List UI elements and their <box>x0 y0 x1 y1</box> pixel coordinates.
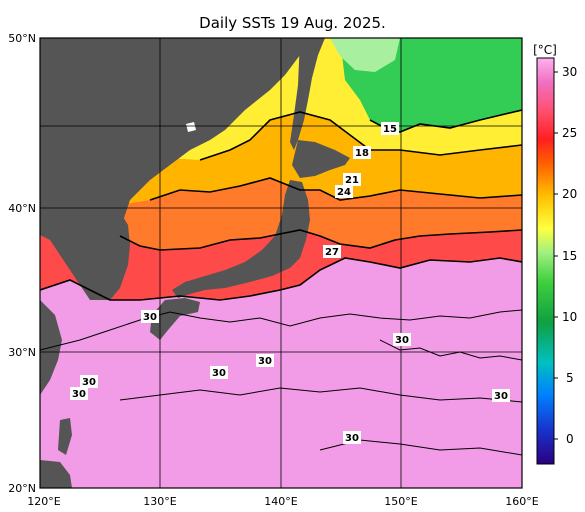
svg-text:30: 30 <box>82 377 96 388</box>
contour-27 <box>40 257 522 301</box>
lon-label-140: 140°E <box>264 495 297 508</box>
lat-label-50: 50°N <box>8 32 36 45</box>
graticule <box>40 38 522 488</box>
lat-label-30: 30°N <box>8 346 36 359</box>
colorbar-tick-25: 25 <box>562 126 577 140</box>
colorbar-tick-20: 20 <box>562 187 577 201</box>
map-frame <box>39 37 523 489</box>
contour-label-15: 15 <box>381 122 399 135</box>
contour-value-labels: 15 18 21 24 27 30 30 30 30 30 30 30 30 <box>70 122 510 444</box>
svg-text:30: 30 <box>258 356 272 367</box>
lon-label-120: 120°E <box>27 495 60 508</box>
lon-label-160: 160°E <box>505 495 538 508</box>
land-honshu <box>172 180 310 298</box>
contour-label-30c: 30 <box>256 354 274 367</box>
contour-label-30e: 30 <box>80 375 98 388</box>
land-korea <box>95 208 130 300</box>
svg-text:18: 18 <box>355 148 369 159</box>
lat-label-40: 40°N <box>8 202 36 215</box>
contour-label-30f: 30 <box>70 387 88 400</box>
colorbar-tick-10: 10 <box>562 310 577 324</box>
colorbar-tick-15: 15 <box>562 249 577 263</box>
contour-label-30a: 30 <box>141 310 159 323</box>
contour-label-24: 24 <box>335 185 353 198</box>
land-shikoku-kyushu <box>150 298 200 340</box>
colorbar-gradient <box>536 57 555 465</box>
svg-text:30: 30 <box>72 389 86 400</box>
lon-label-130: 130°E <box>143 495 176 508</box>
contour-label-30b: 30 <box>393 333 411 346</box>
sea-cool <box>330 38 400 72</box>
contour-label-27: 27 <box>323 245 341 258</box>
land-taiwan <box>58 418 72 455</box>
colorbar-tick-5: 5 <box>566 371 574 385</box>
contour-21 <box>149 177 522 201</box>
lat-label-20: 20°N <box>8 482 36 495</box>
svg-text:30: 30 <box>395 335 409 346</box>
land-sakhalin <box>290 38 325 150</box>
svg-text:30: 30 <box>143 312 157 323</box>
svg-text:30: 30 <box>212 368 226 379</box>
svg-text:21: 21 <box>345 175 359 186</box>
colorbar: [°C] 30 25 20 15 10 5 0 <box>533 43 577 465</box>
contour-label-30h: 30 <box>343 431 361 444</box>
map-title: Daily SSTs 19 Aug. 2025. <box>199 14 386 32</box>
contour-18 <box>199 111 522 161</box>
land-lake <box>186 122 196 132</box>
contour-label-30d: 30 <box>210 366 228 379</box>
svg-text:15: 15 <box>383 124 397 135</box>
colorbar-unit: [°C] <box>533 43 557 57</box>
svg-text:27: 27 <box>325 247 339 258</box>
contour-label-18: 18 <box>353 146 371 159</box>
land-hokkaido <box>292 140 350 178</box>
colorbar-tick-0: 0 <box>566 432 574 446</box>
svg-text:30: 30 <box>345 433 359 444</box>
contour-24 <box>119 229 522 251</box>
contour-label-21: 21 <box>343 173 361 186</box>
colorbar-tick-30: 30 <box>562 65 577 79</box>
land-philippines <box>40 460 72 488</box>
svg-text:30: 30 <box>494 391 508 402</box>
contour-label-30g: 30 <box>492 389 510 402</box>
lon-label-150: 150°E <box>384 495 417 508</box>
svg-text:24: 24 <box>337 187 351 198</box>
